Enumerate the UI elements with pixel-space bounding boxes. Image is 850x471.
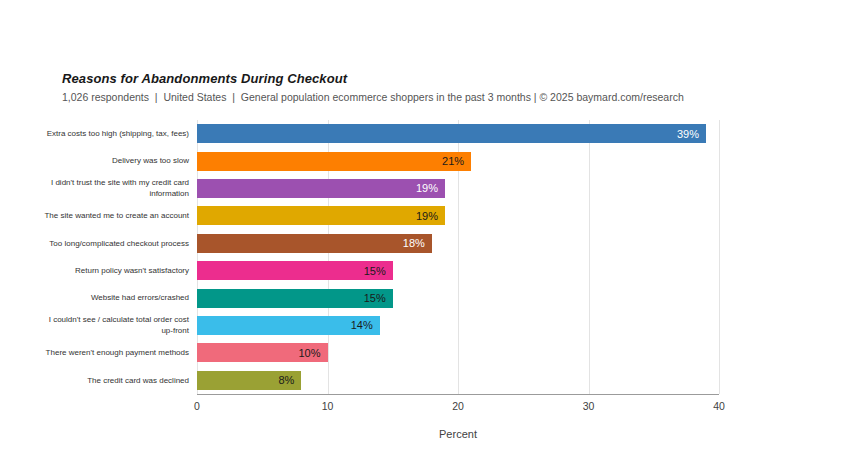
value-label: 18%	[403, 237, 425, 249]
axis-tick-label: 30	[569, 400, 609, 412]
bar-row: Too long/complicated checkout process 18%	[0, 230, 719, 257]
chart-subtitle: 1,026 respondents | United States | Gene…	[62, 91, 684, 103]
bar-row: The credit card was declined 8%	[0, 367, 719, 394]
bar-track: 15%	[197, 289, 719, 308]
value-label: 8%	[278, 374, 294, 386]
bar: 8%	[197, 371, 301, 390]
value-label: 21%	[442, 155, 464, 167]
category-label: Too long/complicated checkout process	[0, 238, 197, 249]
bar-track: 21%	[197, 152, 719, 171]
bar: 19%	[197, 179, 445, 198]
x-axis-line	[197, 394, 719, 395]
chart-title: Reasons for Abandonments During Checkout	[62, 71, 347, 86]
bar: 18%	[197, 234, 432, 253]
category-label: Return policy wasn't satisfactory	[0, 265, 197, 276]
bar: 39%	[197, 124, 706, 143]
bar-rows: Extra costs too high (shipping, tax, fee…	[0, 120, 719, 394]
bar-track: 8%	[197, 371, 719, 390]
category-label: I didn't trust the site with my credit c…	[0, 177, 197, 199]
bar: 10%	[197, 343, 328, 362]
bar-track: 14%	[197, 316, 719, 335]
bar: 21%	[197, 152, 471, 171]
category-label: Website had errors/crashed	[0, 292, 197, 303]
category-label: Delivery was too slow	[0, 155, 197, 166]
category-label: There weren't enough payment methods	[0, 347, 197, 358]
bar: 19%	[197, 206, 445, 225]
bar-row: Website had errors/crashed 15%	[0, 284, 719, 311]
category-label: I couldn't see / calculate total order c…	[0, 314, 197, 336]
axis-tick-label: 0	[177, 400, 217, 412]
bar: 14%	[197, 316, 380, 335]
bar-row: There weren't enough payment methods 10%	[0, 339, 719, 366]
category-label: The credit card was declined	[0, 375, 197, 386]
value-label: 15%	[364, 292, 386, 304]
axis-tick-label: 40	[699, 400, 739, 412]
bar-track: 39%	[197, 124, 719, 143]
bar-row: The site wanted me to create an account 1…	[0, 202, 719, 229]
category-label: Extra costs too high (shipping, tax, fee…	[0, 128, 197, 139]
value-label: 15%	[364, 265, 386, 277]
value-label: 19%	[416, 182, 438, 194]
bar-track: 18%	[197, 234, 719, 253]
value-label: 19%	[416, 210, 438, 222]
bar-row: Extra costs too high (shipping, tax, fee…	[0, 120, 719, 147]
value-label: 10%	[298, 347, 320, 359]
x-axis-label: Percent	[197, 428, 719, 440]
value-label: 14%	[351, 319, 373, 331]
value-label: 39%	[677, 128, 699, 140]
bar-track: 10%	[197, 343, 719, 362]
bar-row: I couldn't see / calculate total order c…	[0, 312, 719, 339]
bar-track: 15%	[197, 261, 719, 280]
bar-row: I didn't trust the site with my credit c…	[0, 175, 719, 202]
bar-track: 19%	[197, 179, 719, 198]
gridline	[719, 120, 720, 394]
bar-row: Return policy wasn't satisfactory 15%	[0, 257, 719, 284]
bar-track: 19%	[197, 206, 719, 225]
bar: 15%	[197, 261, 393, 280]
bar: 15%	[197, 289, 393, 308]
bar-row: Delivery was too slow 21%	[0, 147, 719, 174]
category-label: The site wanted me to create an account	[0, 210, 197, 221]
bar-chart: Extra costs too high (shipping, tax, fee…	[0, 120, 850, 450]
axis-tick-label: 20	[438, 400, 478, 412]
chart-page: Reasons for Abandonments During Checkout…	[0, 0, 850, 471]
axis-tick-label: 10	[308, 400, 348, 412]
